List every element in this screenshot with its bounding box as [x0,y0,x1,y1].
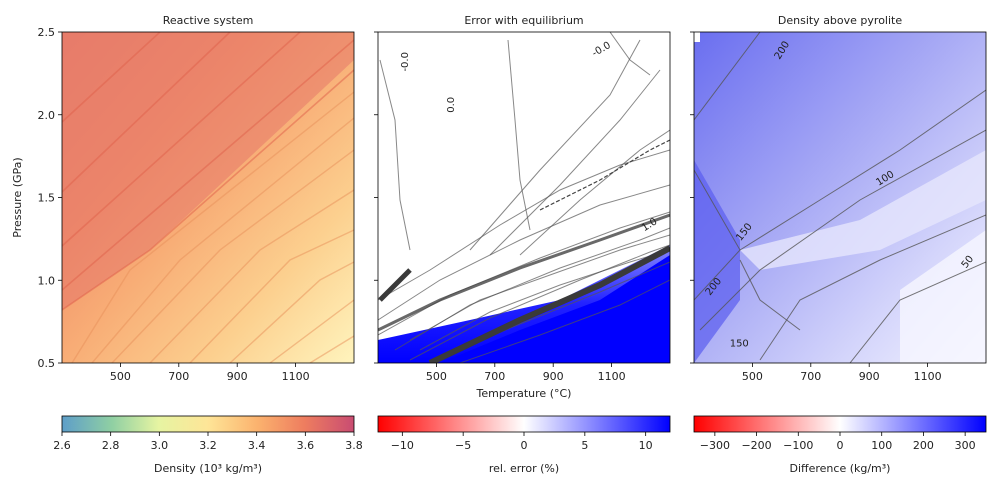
y-tick-label: 2.0 [38,109,56,122]
x-tick-label: 700 [484,370,505,383]
x-tick-label: 1100 [282,370,310,383]
x-tick-label: 500 [110,370,131,383]
colorbar-tick-label: 100 [871,439,892,452]
colorbar-rel-error [377,415,671,433]
contour-label: -0.0 [400,52,411,72]
error-field [378,32,670,363]
colorbar-tick-label: 3.4 [248,439,266,452]
panel-density-above-pyrolite [693,31,987,364]
colorbar-tick-label: 3.8 [345,439,363,452]
x-tick-label: 500 [742,370,763,383]
y-tick-label: 2.5 [38,26,56,39]
colorbar-tick-label: 3.6 [297,439,315,452]
colorbar-tick-label: 3.0 [151,439,169,452]
y-tick-label: 1.0 [38,274,56,287]
panel-title: Density above pyrolite [778,14,902,27]
colorbar-label: Density (10³ kg/m³) [154,462,262,475]
colorbar-tick-label: −100 [783,439,813,452]
colorbar-label: Difference (kg/m³) [790,462,891,475]
colorbar-tick-label: 0 [521,439,528,452]
colorbar-tick-label: 2.6 [53,439,71,452]
contour-label: 0.0 [446,97,457,113]
x-tick-label: 1100 [598,370,626,383]
x-tick-label: 700 [800,370,821,383]
colorbar-tick-label: 2.8 [102,439,120,452]
colorbar-label: rel. error (%) [489,462,559,475]
colorbar-tick-label: 300 [955,439,976,452]
panel-error-equilibrium [377,31,671,364]
y-axis-label: Pressure (GPa) [11,157,24,237]
x-tick-label: 900 [859,370,880,383]
difference-field [694,32,986,363]
x-tick-label: 700 [168,370,189,383]
x-tick-label: 500 [426,370,447,383]
colorbar-difference [693,415,987,433]
x-tick-label: 1100 [914,370,942,383]
panel-reactive-system [61,31,355,364]
contour-label: 150 [730,338,749,349]
colorbar-tick-label: 5 [581,439,588,452]
y-tick-label: 1.5 [38,192,56,205]
colorbar-tick-label: −10 [391,439,414,452]
colorbar-tick-label: −5 [455,439,471,452]
x-tick-label: 900 [543,370,564,383]
colorbar-tick-label: −300 [700,439,730,452]
panel-title: Error with equilibrium [464,14,583,27]
colorbar-tick-label: −200 [741,439,771,452]
x-tick-label: 900 [227,370,248,383]
colorbar-tick-label: 10 [639,439,653,452]
y-tick-label: 0.5 [38,357,56,370]
colorbar-density [61,415,355,433]
colorbar-tick-label: 3.2 [199,439,217,452]
colorbar-tick-label: 0 [837,439,844,452]
panel-title: Reactive system [163,14,254,27]
x-axis-label: Temperature (°C) [476,387,572,400]
colorbar-tick-label: 200 [913,439,934,452]
density-field [62,32,354,363]
